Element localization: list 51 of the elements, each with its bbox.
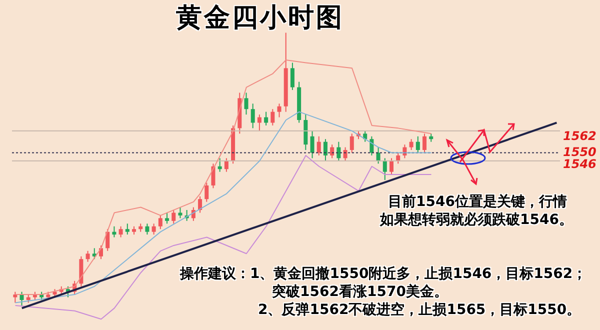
candlestick — [106, 228, 110, 252]
candlestick — [336, 141, 341, 162]
candlestick — [13, 291, 18, 304]
candlestick — [310, 130, 314, 159]
candlestick — [330, 144, 334, 159]
candlestick — [250, 103, 255, 129]
candlestick — [290, 62, 294, 90]
candlestick — [323, 138, 328, 162]
candlestick — [264, 111, 268, 126]
candlestick — [86, 250, 90, 262]
text: 1546 — [563, 157, 596, 171]
candlestick — [422, 133, 427, 154]
candlestick — [98, 244, 103, 260]
annotation: 2、反弹1562不破进空，止损1565，目标1550。 — [258, 301, 581, 319]
candlestick — [390, 158, 394, 176]
candlestick — [152, 223, 156, 236]
candlestick — [198, 196, 202, 214]
candlestick — [224, 158, 228, 172]
candlestick — [172, 210, 176, 224]
candlestick — [409, 138, 414, 150]
annotation: 突破1562看涨1570美金。 — [272, 283, 448, 301]
candlestick — [211, 163, 216, 189]
candlestick — [112, 226, 116, 238]
annotation: 如果想转弱就必须跌破1546。 — [380, 211, 573, 229]
candlestick — [145, 223, 150, 236]
candlestick — [350, 133, 354, 154]
candlestick — [363, 130, 368, 142]
candlestick — [343, 146, 348, 162]
candlestick — [416, 136, 420, 154]
candlestick — [376, 146, 380, 164]
candlestick — [165, 212, 170, 224]
candlestick — [118, 226, 123, 238]
candlestick — [244, 92, 248, 116]
candlestick — [316, 136, 321, 156]
candlestick — [178, 206, 182, 219]
candlestick — [158, 214, 162, 230]
candlestick — [270, 108, 275, 126]
candlestick — [92, 248, 96, 260]
text: 1562 — [563, 129, 596, 143]
candlestick — [218, 158, 222, 172]
candlestick — [257, 114, 262, 132]
annotation: 目前1546位置是关键，行情 — [388, 193, 567, 211]
annotation: 操作建议：1、黄金回撤1550附近多，止损1546，目标1562； — [180, 265, 587, 283]
candlestick — [396, 152, 400, 164]
candlestick — [277, 103, 282, 118]
chart-title: 黄金四小时图 — [176, 2, 344, 35]
candlestick — [204, 182, 209, 202]
candlestick — [20, 291, 24, 306]
candlestick — [382, 158, 387, 180]
text: 1550 — [563, 145, 596, 159]
candlestick — [125, 223, 130, 236]
